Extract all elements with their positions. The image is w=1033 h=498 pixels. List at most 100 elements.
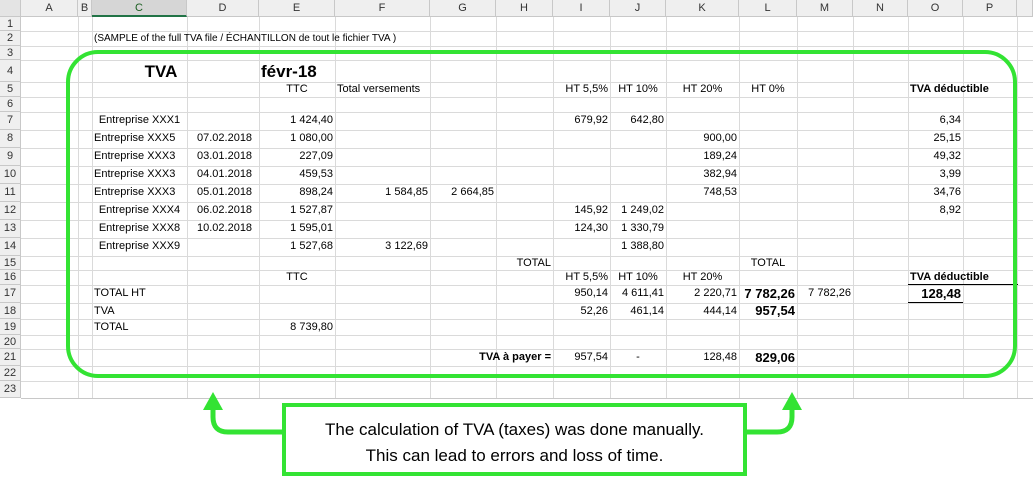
- ht10-cell[interactable]: 642,80: [630, 114, 664, 126]
- date-cell[interactable]: 07.02.2018: [197, 132, 253, 144]
- ttc-cell[interactable]: 1 527,87: [290, 204, 333, 216]
- tva-cell[interactable]: 8,92: [939, 204, 961, 216]
- date-cell[interactable]: 03.01.2018: [197, 150, 253, 162]
- row-header[interactable]: 23: [0, 381, 21, 398]
- tva-a-payer-label[interactable]: TVA à payer =: [479, 351, 551, 363]
- row-header[interactable]: 12: [0, 202, 21, 220]
- total-ht-ht10[interactable]: 4 611,41: [621, 287, 664, 299]
- total-ht-sum[interactable]: 7 782,26: [744, 286, 795, 301]
- header-tva-deductible[interactable]: TVA déductible: [910, 83, 989, 95]
- column-header-l[interactable]: L: [739, 0, 797, 17]
- header-total-versements[interactable]: Total versements: [337, 83, 421, 95]
- column-header-i[interactable]: I: [553, 0, 610, 17]
- company-cell[interactable]: Entreprise XXX9: [98, 240, 181, 252]
- total-ht-tva[interactable]: 128,48: [908, 285, 963, 303]
- row-header[interactable]: 18: [0, 303, 21, 319]
- ttc-cell[interactable]: 1 424,40: [290, 114, 333, 126]
- ttc-cell[interactable]: 1 595,01: [290, 222, 333, 234]
- column-header-j[interactable]: J: [610, 0, 666, 17]
- row-header[interactable]: 19: [0, 319, 21, 335]
- column-header-m[interactable]: M: [797, 0, 853, 17]
- header-ht10[interactable]: HT 10%: [618, 83, 658, 95]
- company-cell[interactable]: Entreprise XXX3: [94, 168, 176, 180]
- summary-header-tva-deductible[interactable]: TVA déductible: [908, 270, 1018, 285]
- column-header-c[interactable]: C: [92, 0, 187, 17]
- row-header[interactable]: 14: [0, 238, 21, 256]
- summary-header-ht10[interactable]: HT 10%: [618, 271, 658, 283]
- ht10-cell[interactable]: 1 388,80: [621, 240, 664, 252]
- ht55-cell[interactable]: 124,30: [574, 222, 608, 234]
- versement-cell[interactable]: 3 122,69: [385, 240, 428, 252]
- column-header-b[interactable]: B: [78, 0, 92, 17]
- total-ht-ht20[interactable]: 2 220,71: [694, 287, 737, 299]
- header-ht20[interactable]: HT 20%: [682, 83, 723, 95]
- row-header[interactable]: 6: [0, 97, 21, 112]
- g-cell[interactable]: 2 664,85: [451, 186, 494, 198]
- row-header[interactable]: 3: [0, 46, 21, 60]
- date-cell[interactable]: 04.01.2018: [197, 168, 253, 180]
- row-header[interactable]: 22: [0, 366, 21, 381]
- row-header[interactable]: 4: [0, 60, 21, 82]
- tva-cell[interactable]: 3,99: [939, 168, 961, 180]
- row-header[interactable]: 8: [0, 130, 21, 148]
- total-ht-m[interactable]: 7 782,26: [808, 287, 851, 299]
- company-cell[interactable]: Entreprise XXX8: [98, 222, 181, 234]
- tva-row-sum[interactable]: 957,54: [755, 303, 795, 318]
- date-cell[interactable]: 06.02.2018: [197, 204, 253, 216]
- column-header-o[interactable]: O: [908, 0, 963, 17]
- header-ht55[interactable]: HT 5,5%: [565, 83, 608, 95]
- date-cell[interactable]: 05.01.2018: [197, 186, 253, 198]
- tva-cell[interactable]: 49,32: [933, 150, 961, 162]
- column-header-k[interactable]: K: [666, 0, 739, 17]
- tva-row-ht55[interactable]: 52,26: [580, 305, 608, 317]
- row-header[interactable]: 20: [0, 335, 21, 349]
- total-ht-label[interactable]: TOTAL HT: [94, 287, 146, 299]
- summary-header-ttc[interactable]: TTC: [286, 271, 308, 283]
- row-header[interactable]: 2: [0, 31, 21, 46]
- company-cell[interactable]: Entreprise XXX1: [98, 114, 181, 126]
- column-header-n[interactable]: N: [853, 0, 908, 17]
- total-ht-ht55[interactable]: 950,14: [574, 287, 608, 299]
- total-label-l[interactable]: TOTAL: [750, 257, 786, 269]
- row-header[interactable]: 21: [0, 349, 21, 366]
- row-header[interactable]: 13: [0, 220, 21, 238]
- versement-cell[interactable]: 1 584,85: [385, 186, 428, 198]
- row-header[interactable]: 7: [0, 112, 21, 130]
- ht20-cell[interactable]: 748,53: [703, 186, 737, 198]
- row-header[interactable]: 11: [0, 184, 21, 202]
- column-header-d[interactable]: D: [187, 0, 259, 17]
- column-header-h[interactable]: H: [496, 0, 553, 17]
- tva-a-payer-ht20[interactable]: 128,48: [703, 351, 737, 363]
- column-header-p[interactable]: P: [963, 0, 1017, 17]
- ht20-cell[interactable]: 382,94: [703, 168, 737, 180]
- tva-row-label[interactable]: TVA: [94, 305, 115, 317]
- tva-cell[interactable]: 25,15: [933, 132, 961, 144]
- company-cell[interactable]: Entreprise XXX3: [94, 186, 176, 198]
- ht55-cell[interactable]: 679,92: [574, 114, 608, 126]
- ht10-cell[interactable]: 1 249,02: [621, 204, 664, 216]
- row-header[interactable]: 1: [0, 17, 21, 31]
- summary-header-ht55[interactable]: HT 5,5%: [565, 271, 608, 283]
- ht20-cell[interactable]: 189,24: [703, 150, 737, 162]
- tva-a-payer-sum[interactable]: 829,06: [755, 350, 795, 365]
- row-header[interactable]: 9: [0, 148, 21, 166]
- summary-header-ht20[interactable]: HT 20%: [682, 271, 723, 283]
- total-label-h[interactable]: TOTAL: [516, 257, 551, 269]
- company-cell[interactable]: Entreprise XXX4: [98, 204, 181, 216]
- tva-row-ht10[interactable]: 461,14: [630, 305, 664, 317]
- row-header[interactable]: 5: [0, 82, 21, 97]
- sample-note[interactable]: (SAMPLE of the full TVA file / ÉCHANTILL…: [94, 33, 397, 44]
- ttc-cell[interactable]: 1 080,00: [290, 132, 333, 144]
- date-cell[interactable]: 10.02.2018: [197, 222, 253, 234]
- row-header[interactable]: 15: [0, 256, 21, 270]
- ttc-cell[interactable]: 898,24: [299, 186, 333, 198]
- row-header[interactable]: 17: [0, 285, 21, 303]
- tva-row-ht20[interactable]: 444,14: [703, 305, 737, 317]
- row-header[interactable]: 16: [0, 270, 21, 285]
- tva-cell[interactable]: 34,76: [933, 186, 961, 198]
- column-header-g[interactable]: G: [430, 0, 496, 17]
- tva-a-payer-ht55[interactable]: 957,54: [574, 351, 608, 363]
- company-cell[interactable]: Entreprise XXX5: [94, 132, 176, 144]
- period-label[interactable]: févr-18: [261, 62, 317, 81]
- header-ht0[interactable]: HT 0%: [751, 83, 785, 95]
